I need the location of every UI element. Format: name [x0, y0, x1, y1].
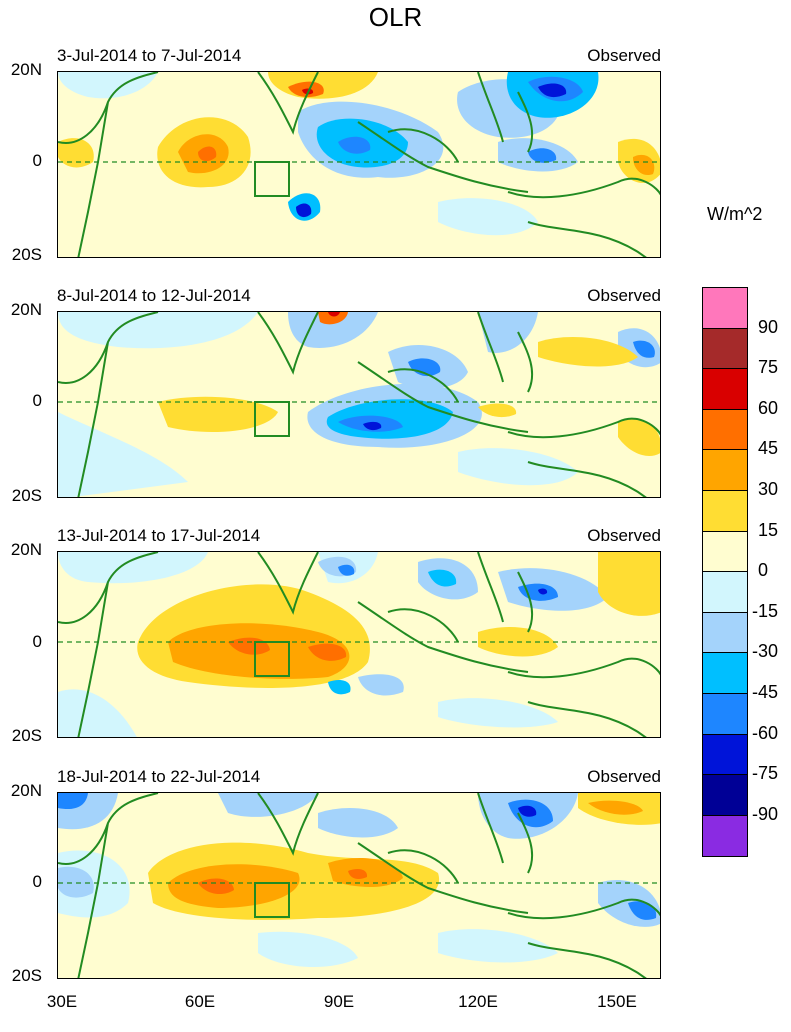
olr-map [57, 792, 661, 979]
colorbar [702, 287, 748, 858]
colorbar-label: -75 [752, 763, 779, 784]
colorbar-swatch [703, 531, 747, 573]
panel-period: 13-Jul-2014 to 17-Jul-2014 [57, 526, 261, 545]
panel-tag: Observed [587, 46, 661, 65]
olr-panel-1: 3-Jul-2014 to 7-Jul-2014 Observed [0, 46, 791, 311]
lon-label-60e: 60E [184, 992, 216, 1011]
colorbar-label: -60 [752, 722, 779, 743]
olr-panel-2: 8-Jul-2014 to 12-Jul-2014 Observed [0, 286, 791, 551]
lon-label-150e: 150E [597, 992, 637, 1011]
lat-label-20n: 20N [10, 540, 42, 559]
panel-period: 18-Jul-2014 to 22-Jul-2014 [57, 767, 261, 786]
olr-map [57, 71, 661, 258]
lat-label-20s: 20S [11, 726, 42, 745]
lat-label-20s: 20S [11, 966, 42, 985]
lon-label-90e: 90E [323, 992, 355, 1011]
lat-label-20s: 20S [11, 486, 42, 505]
olr-map [57, 311, 661, 498]
panel-tag: Observed [587, 767, 661, 786]
colorbar-swatch [703, 693, 747, 735]
lat-label-0: 0 [32, 872, 42, 891]
colorbar-swatch [703, 734, 747, 776]
lat-label-20n: 20N [10, 60, 42, 79]
panel-period: 3-Jul-2014 to 7-Jul-2014 [57, 46, 242, 65]
olr-panel-4: 18-Jul-2014 to 22-Jul-2014 Observed [0, 767, 791, 1032]
lat-label-20n: 20N [10, 300, 42, 319]
lat-label-0: 0 [32, 151, 42, 170]
figure-title: OLR [368, 2, 423, 32]
colorbar-label: -30 [752, 641, 779, 662]
olr-map [57, 551, 661, 738]
colorbar-swatch [703, 409, 747, 451]
lat-label-0: 0 [32, 391, 42, 410]
olr-panel-3: 13-Jul-2014 to 17-Jul-2014 Observed [0, 526, 791, 791]
colorbar-swatch [703, 572, 747, 613]
colorbar-swatch [703, 775, 747, 816]
colorbar-swatch [703, 815, 747, 857]
panel-tag: Observed [587, 286, 661, 305]
lat-label-20s: 20S [11, 245, 42, 264]
units-label: W/m^2 [707, 204, 763, 224]
colorbar-swatch [703, 490, 747, 532]
colorbar-label: 90 [758, 316, 779, 337]
lon-label-120e: 120E [458, 992, 498, 1011]
colorbar-swatch [703, 653, 747, 694]
colorbar-swatch [703, 612, 747, 654]
panel-period: 8-Jul-2014 to 12-Jul-2014 [57, 286, 251, 305]
colorbar-label: 75 [758, 357, 779, 378]
colorbar-label: -45 [752, 682, 779, 702]
lon-label-30e: 30E [46, 992, 78, 1011]
lat-label-20n: 20N [10, 781, 42, 800]
colorbar-swatch [703, 369, 747, 410]
colorbar-swatch [703, 450, 747, 491]
colorbar-label: 30 [758, 479, 779, 499]
lat-label-0: 0 [32, 632, 42, 651]
panel-tag: Observed [587, 526, 661, 545]
colorbar-label: -15 [752, 600, 779, 621]
colorbar-swatch [703, 328, 747, 370]
colorbar-label: 60 [758, 397, 779, 418]
colorbar-label: 0 [758, 560, 769, 581]
colorbar-label: -90 [752, 803, 779, 824]
colorbar-label: 45 [758, 438, 779, 459]
colorbar-label: 15 [758, 519, 779, 540]
colorbar-swatch [703, 288, 747, 329]
